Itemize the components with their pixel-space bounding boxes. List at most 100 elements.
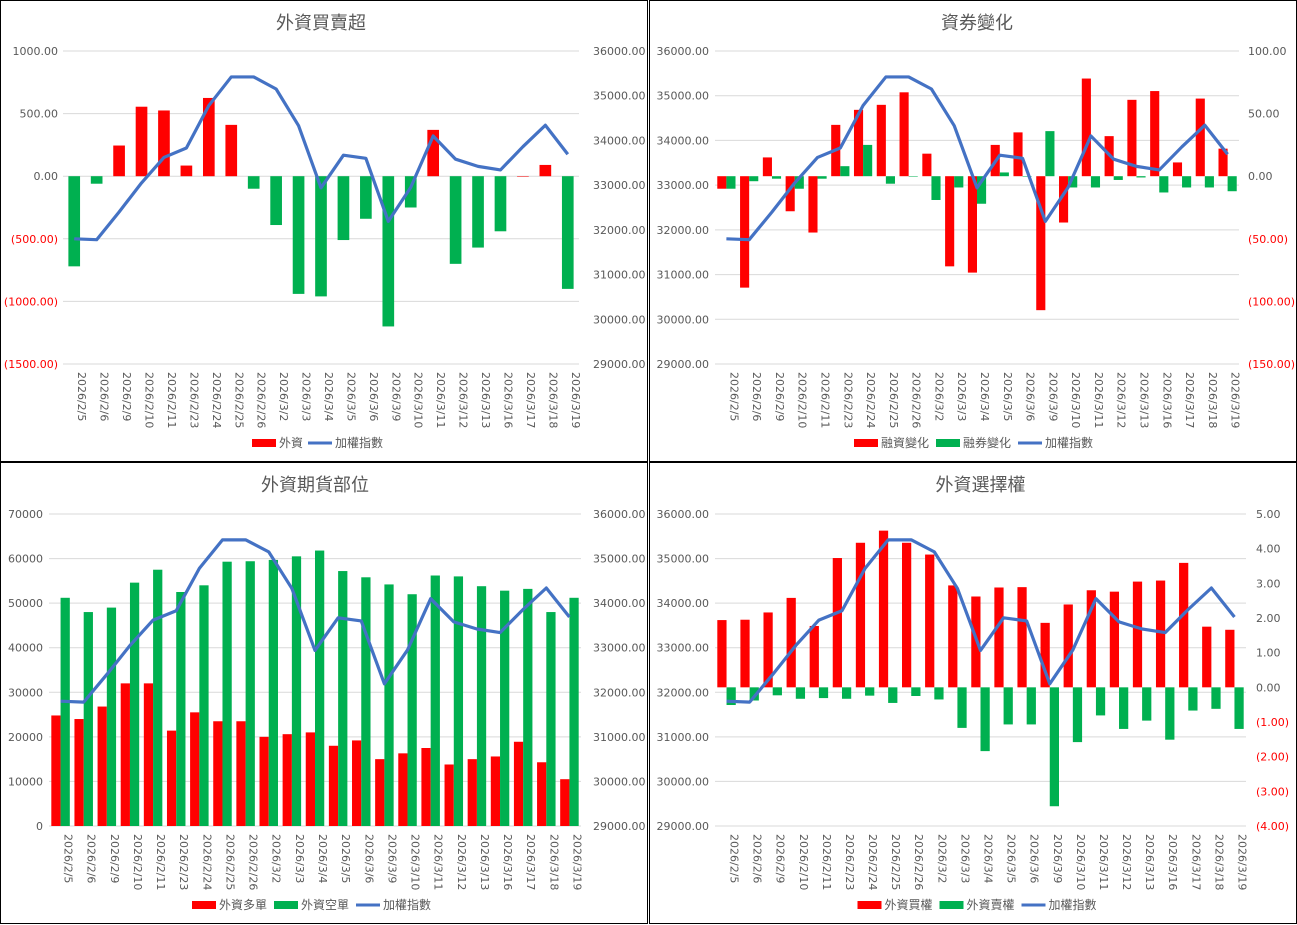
y-tick-label-left: 20000 bbox=[8, 731, 43, 744]
chart-title: 外資期貨部位 bbox=[261, 475, 369, 496]
legend-label: 外資空單 bbox=[301, 898, 349, 912]
bar-series2 bbox=[957, 687, 967, 728]
y-tick-label-right: (1.00) bbox=[1256, 716, 1289, 729]
x-tick-label: 2026/3/17 bbox=[524, 834, 537, 890]
x-tick-label: 2026/2/10 bbox=[143, 372, 156, 428]
chart-panel-futures: 外資期貨部位 70000 60000 50000 40000 30000 20000 1000… bbox=[0, 462, 648, 924]
x-tick-label: 2026/2/6 bbox=[750, 372, 763, 421]
bar-series1 bbox=[494, 176, 507, 232]
y-tick-label-right: 36000.00 bbox=[593, 508, 646, 521]
bar-series2 bbox=[865, 687, 875, 696]
bar-series1 bbox=[1059, 176, 1069, 223]
bar-series1 bbox=[472, 176, 484, 248]
x-tick-label: 2026/3/6 bbox=[1024, 372, 1037, 421]
legend-label: 加權指數 bbox=[1049, 897, 1097, 912]
bar-series1 bbox=[292, 176, 305, 294]
bar-series1 bbox=[190, 712, 200, 826]
x-tick-label: 2026/3/2 bbox=[935, 834, 948, 883]
x-tick-label: 2026/3/13 bbox=[1137, 372, 1150, 428]
x-tick-label: 2026/2/5 bbox=[62, 834, 75, 883]
bar-series1 bbox=[213, 721, 223, 826]
bar-series2 bbox=[1068, 176, 1078, 188]
bar-series1 bbox=[259, 736, 269, 826]
legend-swatch bbox=[252, 439, 276, 447]
x-tick-label: 2026/3/10 bbox=[1074, 834, 1087, 890]
x-tick-label: 2026/3/17 bbox=[1189, 834, 1202, 890]
x-tick-label: 2026/3/16 bbox=[501, 372, 514, 428]
bar-series1 bbox=[1225, 629, 1235, 688]
legend-label: 融資變化 bbox=[881, 435, 929, 450]
bar-series1 bbox=[236, 721, 246, 826]
bar-series2 bbox=[817, 176, 827, 179]
y-tick-label-left: 500.00 bbox=[20, 108, 59, 121]
bar-series1 bbox=[375, 759, 385, 826]
x-tick-label: 2026/3/19 bbox=[569, 372, 582, 428]
bar-series2 bbox=[476, 586, 487, 826]
x-tick-label: 2026/3/17 bbox=[1183, 372, 1196, 428]
y-tick-label-left: 30000.00 bbox=[657, 313, 710, 326]
bar-series2 bbox=[908, 176, 918, 177]
x-tick-label: 2026/3/19 bbox=[570, 834, 583, 890]
bar-series2 bbox=[153, 569, 163, 826]
bar-series2 bbox=[1072, 687, 1083, 743]
bar-series1 bbox=[328, 745, 339, 826]
y-tick-label-right: 34000.00 bbox=[593, 134, 646, 147]
bar-series1 bbox=[444, 764, 454, 826]
y-tick-label-left: 33000.00 bbox=[657, 179, 710, 192]
x-tick-label: 2026/3/5 bbox=[1001, 372, 1014, 421]
bar-series2 bbox=[726, 176, 736, 189]
bar-series1 bbox=[1036, 176, 1046, 311]
y-tick-label-left: 0.00 bbox=[34, 170, 59, 183]
bar-series1 bbox=[948, 585, 958, 688]
bar-series1 bbox=[270, 176, 282, 226]
y-tick-label-left: 31000.00 bbox=[657, 731, 710, 744]
legend-label: 加權指數 bbox=[335, 435, 383, 450]
bar-series1 bbox=[967, 176, 977, 273]
bar-series2 bbox=[888, 687, 898, 703]
bar-series2 bbox=[60, 597, 70, 826]
bar-series2 bbox=[523, 588, 533, 826]
x-tick-label: 2026/2/6 bbox=[85, 834, 98, 883]
y-tick-label-right: 5.00 bbox=[1256, 508, 1281, 521]
bar-series1 bbox=[922, 153, 932, 177]
bar-series1 bbox=[282, 734, 292, 826]
bar-series1 bbox=[490, 756, 501, 826]
bar-series2 bbox=[1090, 176, 1101, 188]
bar-series2 bbox=[1165, 687, 1175, 740]
x-tick-label: 2026/2/23 bbox=[177, 834, 190, 890]
legend-swatch bbox=[857, 901, 882, 909]
bar-series2 bbox=[794, 176, 804, 189]
x-tick-label: 2026/3/4 bbox=[978, 372, 991, 421]
x-tick-label: 2026/3/11 bbox=[1097, 834, 1110, 890]
bar-series1 bbox=[1013, 132, 1023, 177]
bar-series2 bbox=[1182, 176, 1192, 188]
y-tick-label-left: 35000.00 bbox=[657, 90, 710, 103]
bar-series2 bbox=[176, 592, 186, 826]
index-line bbox=[726, 538, 1236, 704]
y-tick-label-left: 32000.00 bbox=[657, 224, 710, 237]
y-tick-label-left: 34000.00 bbox=[657, 597, 710, 610]
bar-series1 bbox=[305, 732, 315, 826]
bar-series2 bbox=[199, 585, 209, 826]
x-tick-label: 2026/2/25 bbox=[232, 372, 245, 428]
legend-label: 加權指數 bbox=[383, 897, 431, 912]
bar-series2 bbox=[500, 590, 510, 826]
x-tick-label: 2026/2/10 bbox=[131, 834, 144, 890]
x-tick-label: 2026/3/10 bbox=[409, 834, 422, 890]
bar-series2 bbox=[726, 687, 736, 706]
bar-series2 bbox=[840, 166, 850, 177]
bar-series2 bbox=[1003, 687, 1013, 725]
x-tick-label: 2026/3/19 bbox=[1235, 834, 1248, 890]
bar-series1 bbox=[113, 145, 125, 177]
bar-series1 bbox=[1202, 626, 1212, 688]
bar-series2 bbox=[407, 594, 417, 826]
x-tick-label: 2026/2/26 bbox=[255, 372, 268, 428]
y-tick-label-right: 2.00 bbox=[1256, 612, 1281, 625]
y-tick-label-left: 10000 bbox=[8, 775, 43, 788]
index-line bbox=[74, 75, 570, 242]
x-tick-label: 2026/2/6 bbox=[98, 372, 111, 421]
bar-series2 bbox=[885, 176, 895, 184]
bar-series1 bbox=[925, 554, 935, 688]
bar-series2 bbox=[1045, 131, 1055, 177]
bar-series1 bbox=[740, 619, 750, 688]
